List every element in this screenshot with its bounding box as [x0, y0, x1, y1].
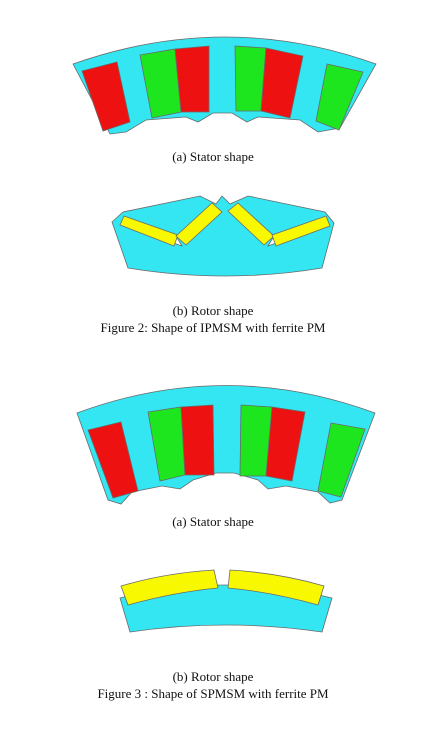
- fig3-magnet-left: [120, 569, 219, 606]
- fig3-coil-red-1: [87, 421, 139, 499]
- fig2-magnet-4: [271, 215, 331, 247]
- fig2-rotor-core: [111, 195, 335, 277]
- figure3-rotor-caption: (b) Rotor shape: [172, 669, 254, 684]
- fig2-magnet-2: [175, 202, 223, 246]
- figure3-title: Figure 3 : Shape of SPMSM with ferrite P…: [97, 686, 329, 701]
- fig3-coil-red-3: [265, 406, 306, 482]
- figure2-rotor-caption: (b) Rotor shape: [172, 303, 254, 318]
- figure2-stator-caption: (a) Stator shape: [172, 149, 254, 164]
- figure3-stator-caption: (a) Stator shape: [172, 514, 254, 529]
- fig2-coil-red-3: [260, 47, 304, 119]
- fig3-magnet-right: [227, 569, 325, 606]
- fig2-coil-green-3: [315, 63, 364, 131]
- figure2-title: Figure 2: Shape of IPMSM with ferrite PM: [100, 320, 326, 335]
- fig3-coil-red-2: [180, 404, 215, 476]
- fig2-coil-red-2: [174, 45, 210, 113]
- fig3-coil-green-3: [317, 422, 366, 498]
- fig2-coil-red-1: [81, 61, 131, 132]
